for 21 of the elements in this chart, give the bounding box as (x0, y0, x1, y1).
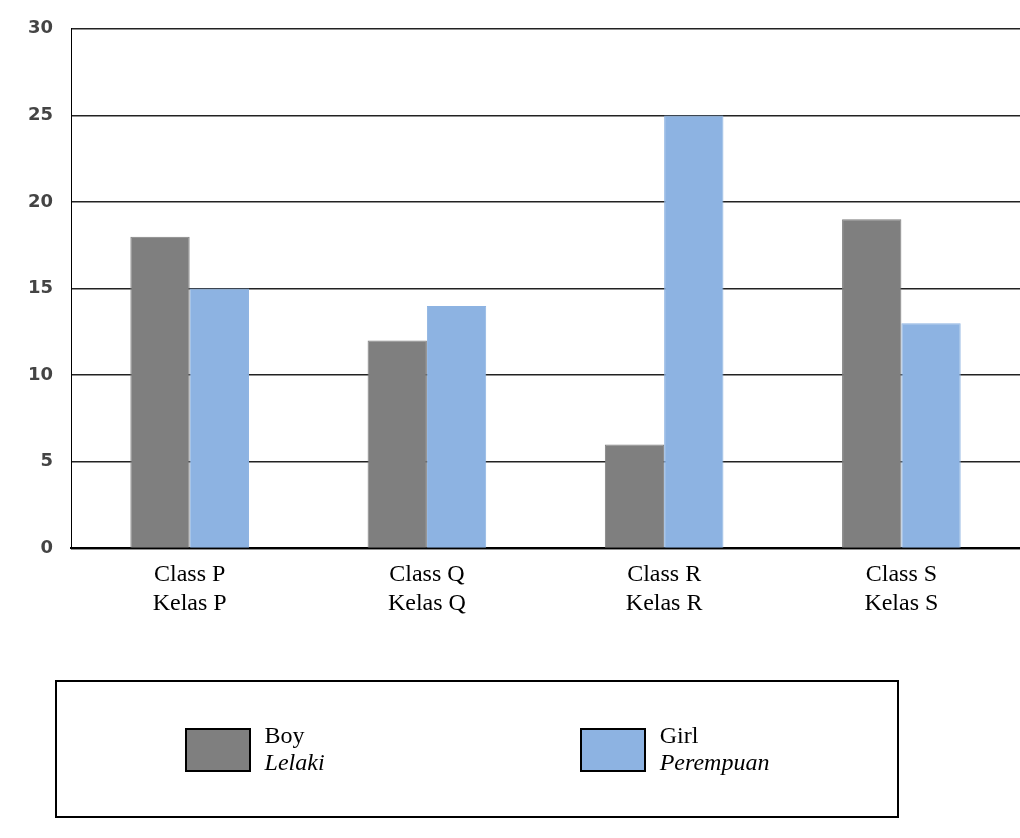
bar (130, 236, 190, 548)
y-tick-label: 5 (40, 449, 54, 471)
legend-label: Girl Perempuan (659, 722, 770, 776)
bar (367, 340, 427, 548)
y-tick-label: 20 (27, 189, 54, 211)
y-tick-label: 25 (27, 103, 54, 125)
y-tick-label: 30 (27, 16, 54, 38)
y-tick-label: 0 (40, 536, 54, 558)
bar (901, 323, 961, 548)
x-tick-label: Class R Kelas R (625, 560, 703, 615)
y-tick-label: 15 (27, 276, 54, 298)
y-tick-label: 10 (27, 362, 54, 384)
x-tick-label: Class Q Kelas Q (387, 560, 466, 615)
bar (426, 305, 487, 548)
bar (189, 288, 249, 548)
x-tick-label: Class P Kelas P (152, 560, 227, 615)
legend-label: Boy Lelaki (264, 722, 325, 776)
bar (664, 115, 724, 548)
bar (604, 444, 665, 548)
x-tick-label: Class S Kelas S (864, 560, 939, 615)
bar (842, 219, 902, 548)
